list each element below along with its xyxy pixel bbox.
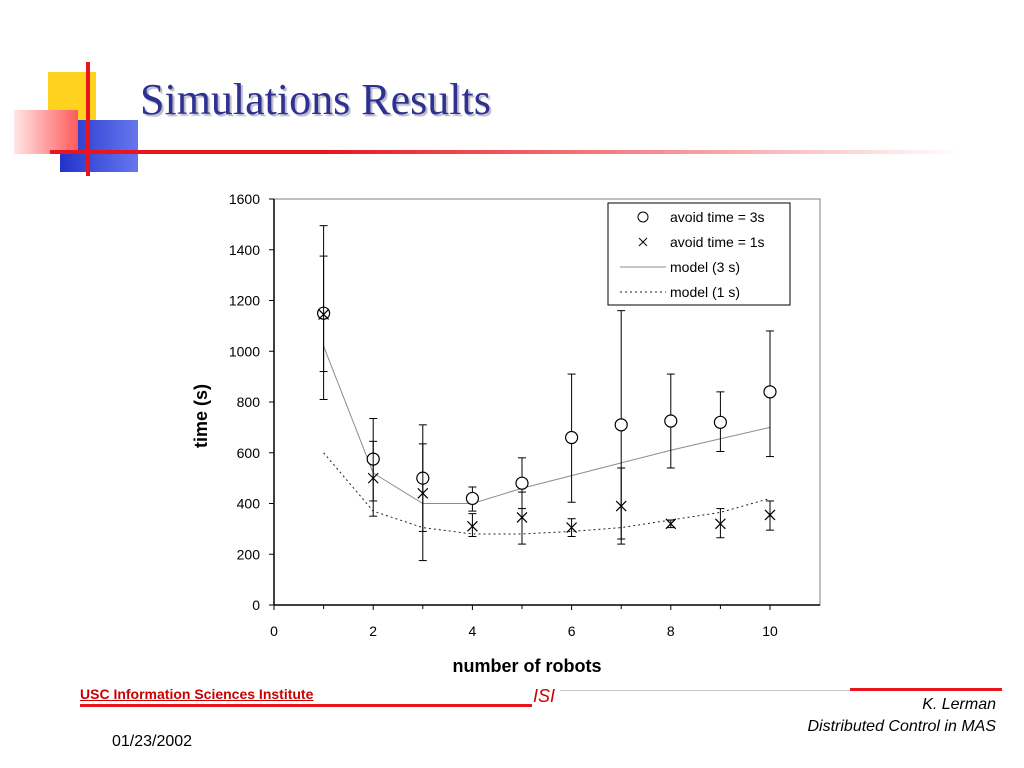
data-point-avoid-time-1s (417, 487, 429, 499)
data-point-avoid-time-1s (714, 518, 726, 530)
footer-rule-right (560, 690, 850, 691)
legend-label: model (1 s) (670, 284, 740, 300)
x-marker-stroke (566, 522, 578, 534)
data-point-avoid-time-1s (615, 500, 627, 512)
footer-author-block: K. Lerman Distributed Control in MAS (807, 694, 996, 738)
y-tick-label: 200 (237, 546, 261, 562)
x-marker-stroke (665, 518, 677, 530)
data-point-avoid-time-3s (565, 430, 579, 445)
data-point-avoid-time-3s (614, 418, 628, 432)
legend-label: model (3 s) (670, 259, 740, 275)
legend-label: avoid time = 1s (670, 234, 765, 250)
deco-pink-block (14, 110, 78, 154)
x-marker-stroke (367, 472, 379, 484)
data-point-avoid-time-3s (664, 414, 678, 428)
y-tick-label: 400 (237, 496, 261, 512)
x-axis-title: number of robots (453, 656, 602, 676)
x-tick-label: 2 (369, 623, 377, 639)
x-tick-label: 8 (667, 623, 675, 639)
y-tick-label: 1000 (229, 343, 260, 359)
data-point-avoid-time-1s (318, 309, 330, 320)
data-point-avoid-time-1s (367, 472, 379, 484)
footer-red-rule-right (850, 688, 1002, 691)
data-point-avoid-time-1s (665, 518, 677, 530)
footer-red-rule (80, 704, 532, 707)
legend-marker-circle (637, 211, 649, 223)
x-marker-stroke (714, 518, 726, 530)
x-marker-stroke (516, 512, 528, 523)
x-marker-stroke (615, 500, 627, 512)
series-line-model-3-s- (323, 345, 771, 504)
legend-label: avoid time = 3s (670, 209, 765, 225)
data-point-avoid-time-1s (466, 520, 478, 532)
chart: 0 2 4 6 8 10 0 200 400 600 800 1000 1200 1400 1600 num… (191, 191, 821, 676)
x-marker-stroke (318, 309, 330, 320)
y-axis-title: time (s) (191, 384, 211, 448)
data-point-avoid-time-3s (713, 415, 728, 429)
y-tick-label: 1600 (229, 191, 260, 207)
x-tick-label: 6 (568, 623, 576, 639)
x-tick-label: 4 (469, 623, 477, 639)
footer-institute: USC Information Sciences Institute (80, 686, 314, 702)
x-marker-stroke (764, 509, 776, 521)
data-point-avoid-time-1s (566, 522, 578, 534)
y-tick-label: 0 (252, 597, 260, 613)
slide-title: Simulations Results (140, 75, 491, 124)
footer-logo: ISI (533, 686, 556, 706)
data-point-avoid-time-3s (763, 385, 777, 399)
data-point-avoid-time-3s (515, 476, 529, 490)
legend: avoid time = 3s avoid time = 1s model (3 s… (607, 202, 791, 306)
y-tick-label: 600 (237, 445, 261, 461)
footer-date: 01/23/2002 (112, 733, 193, 750)
data-point-avoid-time-3s (465, 491, 479, 506)
y-tick-label: 800 (237, 394, 261, 410)
legend-box (607, 202, 791, 306)
deco-red-vertical-line (86, 62, 90, 176)
data-point-avoid-time-1s (764, 509, 776, 521)
legend-marker-x (638, 237, 648, 247)
plot-area: 0 2 4 6 8 10 0 200 400 600 800 1000 1200 1400 1600 (229, 191, 821, 639)
x-marker-stroke (466, 520, 478, 532)
series-line-model-1-s- (323, 452, 771, 535)
footer-presentation-title: Distributed Control in MAS (807, 718, 996, 735)
x-tick-label: 10 (762, 623, 778, 639)
data-point-avoid-time-1s (516, 512, 528, 523)
deco-red-horizontal-line (50, 150, 960, 154)
y-tick-label: 1400 (229, 242, 260, 258)
x-marker-stroke (417, 487, 429, 499)
y-tick-label: 1200 (229, 293, 260, 309)
footer-author: K. Lerman (922, 696, 996, 713)
x-tick-label: 0 (270, 623, 278, 639)
